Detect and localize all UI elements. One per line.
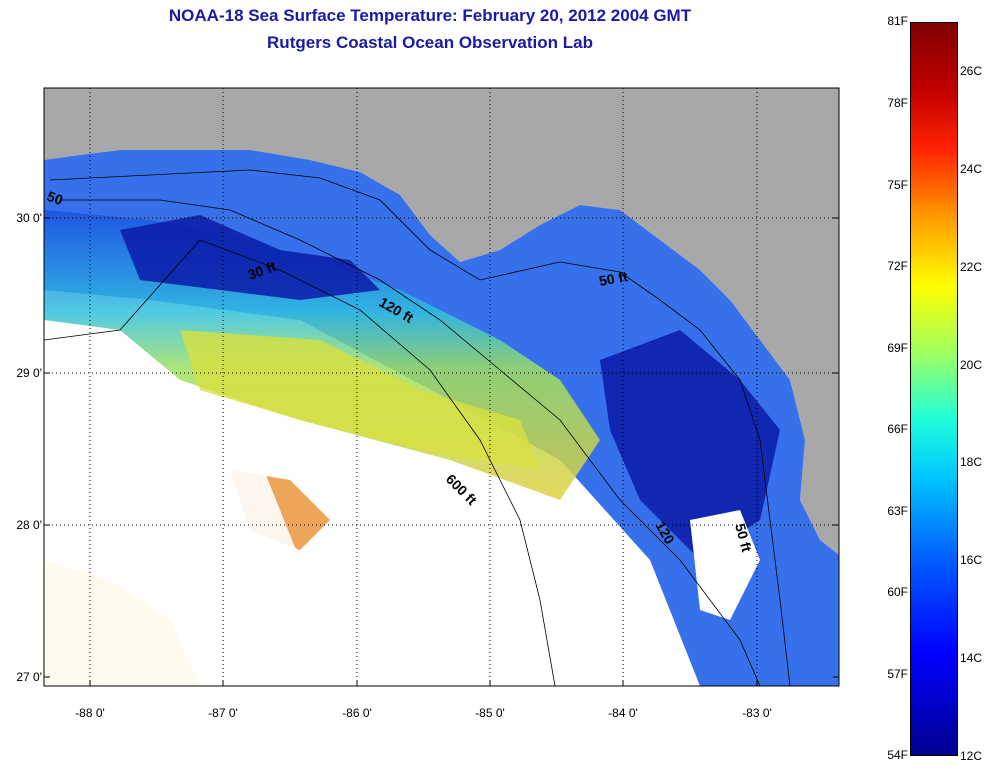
isobath-50 (49, 169, 791, 686)
colorbar (910, 22, 958, 756)
colorbar-c-label: 16C (960, 553, 983, 567)
contour-label: 50 (45, 188, 65, 208)
colorbar-f-label: 69F (887, 341, 908, 355)
land (44, 88, 839, 555)
cloud-patch (44, 380, 640, 686)
lon-label: -86 0' (342, 706, 372, 720)
colorbar-f-label: 75F (887, 178, 908, 192)
contour-label: 50 ft (598, 268, 629, 289)
colorbar-c-label: 24C (960, 162, 983, 176)
contour-label: 50 ft (732, 522, 755, 554)
yellow-band (180, 330, 540, 470)
map-subtitle: Rutgers Coastal Ocean Observation Lab (267, 33, 593, 52)
lon-label: -84 0' (608, 706, 638, 720)
isobath-120 (60, 199, 761, 686)
colorbar-c-label: 22C (960, 260, 983, 274)
lat-label: 29 0' (16, 366, 42, 380)
dark-cold-patch (120, 215, 380, 300)
colorbar-f-label: 54F (887, 748, 908, 762)
colorbar-f-label: 63F (887, 504, 908, 518)
lon-label: -87 0' (208, 706, 238, 720)
map-title: NOAA-18 Sea Surface Temperature: Februar… (168, 6, 692, 25)
lon-label: -88 0' (75, 706, 105, 720)
colorbar-f-label: 81F (887, 14, 908, 28)
cloud-patch-east (690, 510, 760, 620)
colorbar-f-label: 78F (887, 96, 908, 110)
map-frame (43, 87, 840, 687)
lon-label: -85 0' (475, 706, 505, 720)
colorbar-c-label: 12C (960, 749, 983, 763)
colorbar-c-label: 20C (960, 358, 983, 372)
lat-label: 27 0' (16, 670, 42, 684)
colorbar-f-label: 57F (887, 667, 908, 681)
colorbar-f-label: 66F (887, 422, 908, 436)
colorbar-f-label: 60F (887, 585, 908, 599)
dark-cold-patch-east (600, 330, 780, 560)
isobath-600 (44, 239, 556, 686)
lon-label: -83 0' (742, 706, 772, 720)
lat-label: 30 0' (16, 211, 42, 225)
colorbar-c-label: 18C (960, 455, 983, 469)
lat-label: 28 0' (16, 518, 42, 532)
colorbar-c-label: 14C (960, 651, 983, 665)
colorbar-c-label: 26C (960, 64, 983, 78)
colorbar-f-label: 72F (887, 259, 908, 273)
